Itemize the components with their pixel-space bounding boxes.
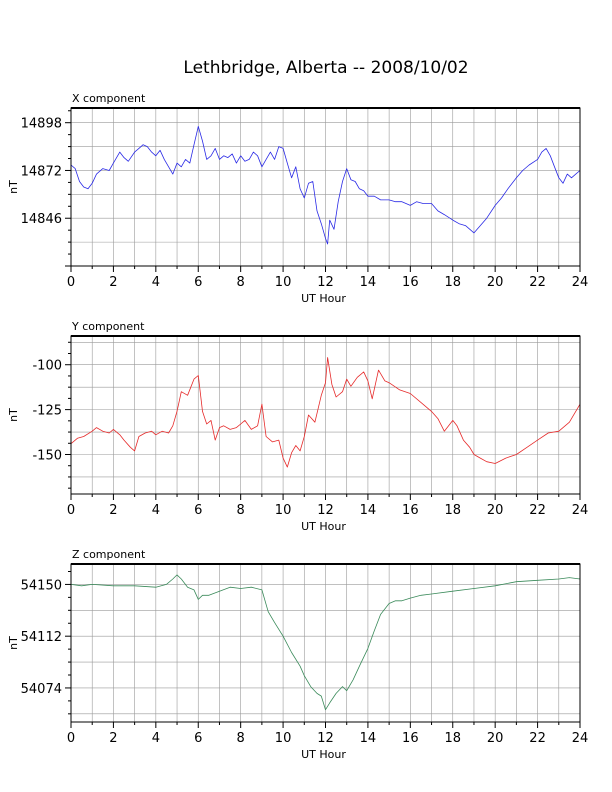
x-axis-label: UT Hour [301,292,346,305]
x-tick-label: 14 [360,275,377,290]
x-tick-label: 8 [237,503,245,518]
x-tick-label: 12 [317,731,334,746]
panel-title: Z component [72,548,146,561]
x-tick-label: 14 [360,503,377,518]
x-tick-label: 22 [529,275,546,290]
x-tick-label: 2 [109,275,117,290]
series-line [70,357,581,468]
x-tick-label: 6 [194,731,202,746]
x-tick-label: 24 [572,731,589,746]
y-tick-label: 14898 [21,117,62,132]
x-tick-label: 12 [317,275,334,290]
y-tick-label: -125 [32,404,62,419]
x-tick-label: 20 [487,275,504,290]
x-tick-label: 10 [275,503,292,518]
x-tick-label: 20 [487,731,504,746]
panel-title: Y component [71,320,145,333]
x-tick-label: 4 [152,275,160,290]
x-tick-label: 24 [572,275,589,290]
x-axis-label: UT Hour [301,520,346,533]
y-axis-label: nT [7,636,20,650]
series-line [70,126,581,245]
x-tick-label: 6 [194,275,202,290]
y-tick-label: 54074 [21,682,62,697]
x-tick-label: 22 [529,503,546,518]
x-tick-label: 18 [444,731,461,746]
x-tick-label: 0 [67,731,75,746]
x-tick-label: 18 [444,275,461,290]
x-tick-label: 8 [237,275,245,290]
x-tick-label: 16 [402,731,419,746]
x-tick-label: 0 [67,503,75,518]
x-tick-label: 22 [529,731,546,746]
y-tick-label: -150 [32,449,62,464]
x-tick-label: 14 [360,731,377,746]
x-tick-label: 6 [194,503,202,518]
x-tick-label: 4 [152,503,160,518]
y-axis-label: nT [7,408,20,422]
x-tick-label: 4 [152,731,160,746]
x-tick-label: 0 [67,275,75,290]
x-tick-label: 24 [572,503,589,518]
x-tick-label: 10 [275,275,292,290]
x-tick-label: 20 [487,503,504,518]
x-tick-label: 2 [109,731,117,746]
x-tick-label: 10 [275,731,292,746]
y-tick-label: 14872 [21,164,62,179]
x-tick-label: 16 [402,503,419,518]
x-tick-label: 2 [109,503,117,518]
series-line [70,574,581,711]
panel-title: X component [72,92,146,105]
x-axis-label: UT Hour [301,748,346,761]
x-tick-label: 12 [317,503,334,518]
x-tick-label: 8 [237,731,245,746]
y-tick-label: 54150 [21,578,62,593]
y-axis-label: nT [7,180,20,194]
page-title: Lethbridge, Alberta -- 2008/10/02 [183,58,469,78]
x-tick-label: 16 [402,275,419,290]
x-tick-label: 18 [444,503,461,518]
y-tick-label: -100 [32,359,62,374]
y-tick-label: 54112 [21,630,62,645]
y-tick-label: 14846 [21,212,62,227]
